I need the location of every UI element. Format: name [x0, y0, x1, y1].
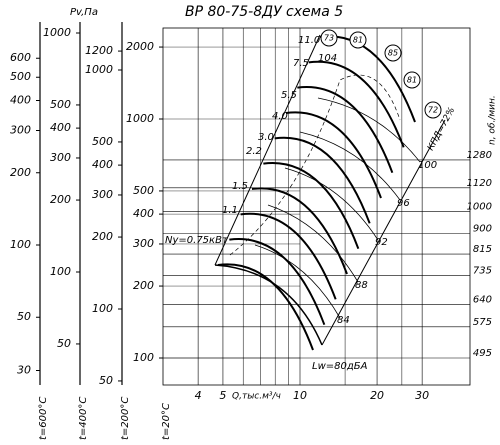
- tick-label: 500: [133, 184, 154, 197]
- efficiency-label: 84: [337, 315, 350, 326]
- speed-tick-label: 1120: [467, 178, 492, 189]
- tick-label: 1000: [43, 26, 71, 39]
- efficiency-line: [267, 204, 359, 283]
- x-tick-label: 20: [370, 389, 384, 402]
- boundary-curve: [321, 119, 446, 346]
- tick-label: 50: [99, 374, 113, 387]
- noise-label: 104: [318, 53, 337, 64]
- boundary-curve: [214, 34, 321, 266]
- tick-label: 200: [133, 279, 154, 292]
- performance-curve: [285, 111, 382, 199]
- tick-label: 300: [50, 151, 71, 164]
- power-label: 1.1: [222, 205, 238, 216]
- x-tick-label: 5: [219, 389, 226, 402]
- tick-label: 100: [92, 302, 113, 315]
- x-tick-label: 10: [293, 389, 307, 402]
- noise-circle: [349, 31, 367, 49]
- tick-label: 300: [10, 123, 31, 136]
- tick-label: 500: [50, 98, 71, 111]
- noise-circle: [320, 29, 338, 47]
- power-label: 11.0: [298, 35, 320, 46]
- efficiency-line: [254, 244, 341, 319]
- efficiency-dash: [229, 74, 401, 256]
- power-label: 7.5: [293, 58, 309, 69]
- power-label: 3.0: [258, 132, 274, 143]
- efficiency-label: 96: [397, 198, 410, 209]
- x-tick-label: 4: [195, 389, 202, 402]
- tick-label: 200: [50, 193, 71, 206]
- tick-label: 1000: [126, 112, 154, 125]
- tick-label: 400: [50, 121, 71, 134]
- tick-label: 200: [10, 166, 31, 179]
- performance-curve: [308, 60, 405, 148]
- efficiency-line: [317, 97, 421, 163]
- efficiency-label: 88: [355, 280, 368, 291]
- tick-label: 50: [57, 337, 71, 350]
- noise-circle-label: 81: [353, 36, 363, 45]
- tick-label: 1000: [85, 63, 113, 76]
- speed-tick-label: 1280: [467, 150, 492, 161]
- noise-label: Lw=80дБА: [312, 361, 368, 372]
- speed-axis-label: n, об./мин.: [488, 95, 498, 145]
- scale-label: t=400°C: [78, 397, 89, 440]
- pressure-unit: Pv,Па: [70, 7, 98, 18]
- speed-tick-label: 735: [473, 266, 492, 277]
- tick-label: 400: [133, 207, 154, 220]
- tick-label: 2000: [126, 40, 154, 53]
- noise-circle-label: 72: [428, 106, 438, 115]
- speed-tick-label: 1000: [467, 201, 492, 212]
- noise-circle: [424, 101, 442, 119]
- tick-label: 600: [10, 51, 31, 64]
- tick-label: 300: [133, 237, 154, 250]
- efficiency-label: 92: [375, 237, 388, 248]
- tick-label: 500: [10, 70, 31, 83]
- noise-circle: [403, 71, 421, 89]
- tick-label: 300: [92, 188, 113, 201]
- power-label: Ny=0.75кВт: [165, 235, 229, 246]
- tick-label: 1200: [85, 44, 113, 57]
- scale-label: t=200°C: [120, 397, 131, 440]
- performance-curve: [240, 212, 337, 300]
- tick-label: 400: [10, 94, 31, 107]
- x-axis-label: Q,тыс.м³/ч: [232, 392, 281, 402]
- noise-circle: [384, 44, 402, 62]
- speed-tick-label: 575: [473, 317, 492, 328]
- speed-tick-label: 495: [473, 348, 492, 359]
- tick-label: 100: [133, 351, 154, 364]
- tick-label: 200: [92, 230, 113, 243]
- noise-circle-label: 73: [324, 34, 334, 43]
- x-tick-label: 30: [415, 389, 429, 402]
- efficiency-line: [299, 131, 401, 201]
- power-label: 4.0: [272, 111, 288, 122]
- efficiency-line: [284, 167, 379, 241]
- power-label: 2.2: [246, 146, 262, 157]
- noise-circle-label: 85: [388, 49, 398, 58]
- power-label: 1.5: [232, 181, 248, 192]
- speed-tick-label: 640: [473, 294, 492, 305]
- plot-frame: [162, 27, 471, 386]
- performance-curve: [297, 86, 394, 174]
- tick-label: 50: [17, 310, 31, 323]
- tick-label: 100: [10, 238, 31, 251]
- scale-label: t=20°C: [161, 403, 172, 440]
- tick-label: 100: [50, 265, 71, 278]
- speed-tick-label: 815: [473, 244, 492, 255]
- tick-label: 500: [92, 135, 113, 148]
- speed-tick-label: 900: [473, 223, 492, 234]
- scale-label: t=600°C: [38, 397, 49, 440]
- performance-curve: [274, 136, 371, 224]
- tick-label: 30: [17, 363, 31, 376]
- efficiency-label: 100: [418, 160, 437, 171]
- chart-title: ВР 80-75-8ДУ схема 5: [185, 4, 343, 20]
- boundary-curve: [214, 264, 323, 346]
- power-label: 5.5: [281, 90, 297, 101]
- noise-circle-label: 81: [407, 76, 417, 85]
- tick-label: 400: [92, 158, 113, 171]
